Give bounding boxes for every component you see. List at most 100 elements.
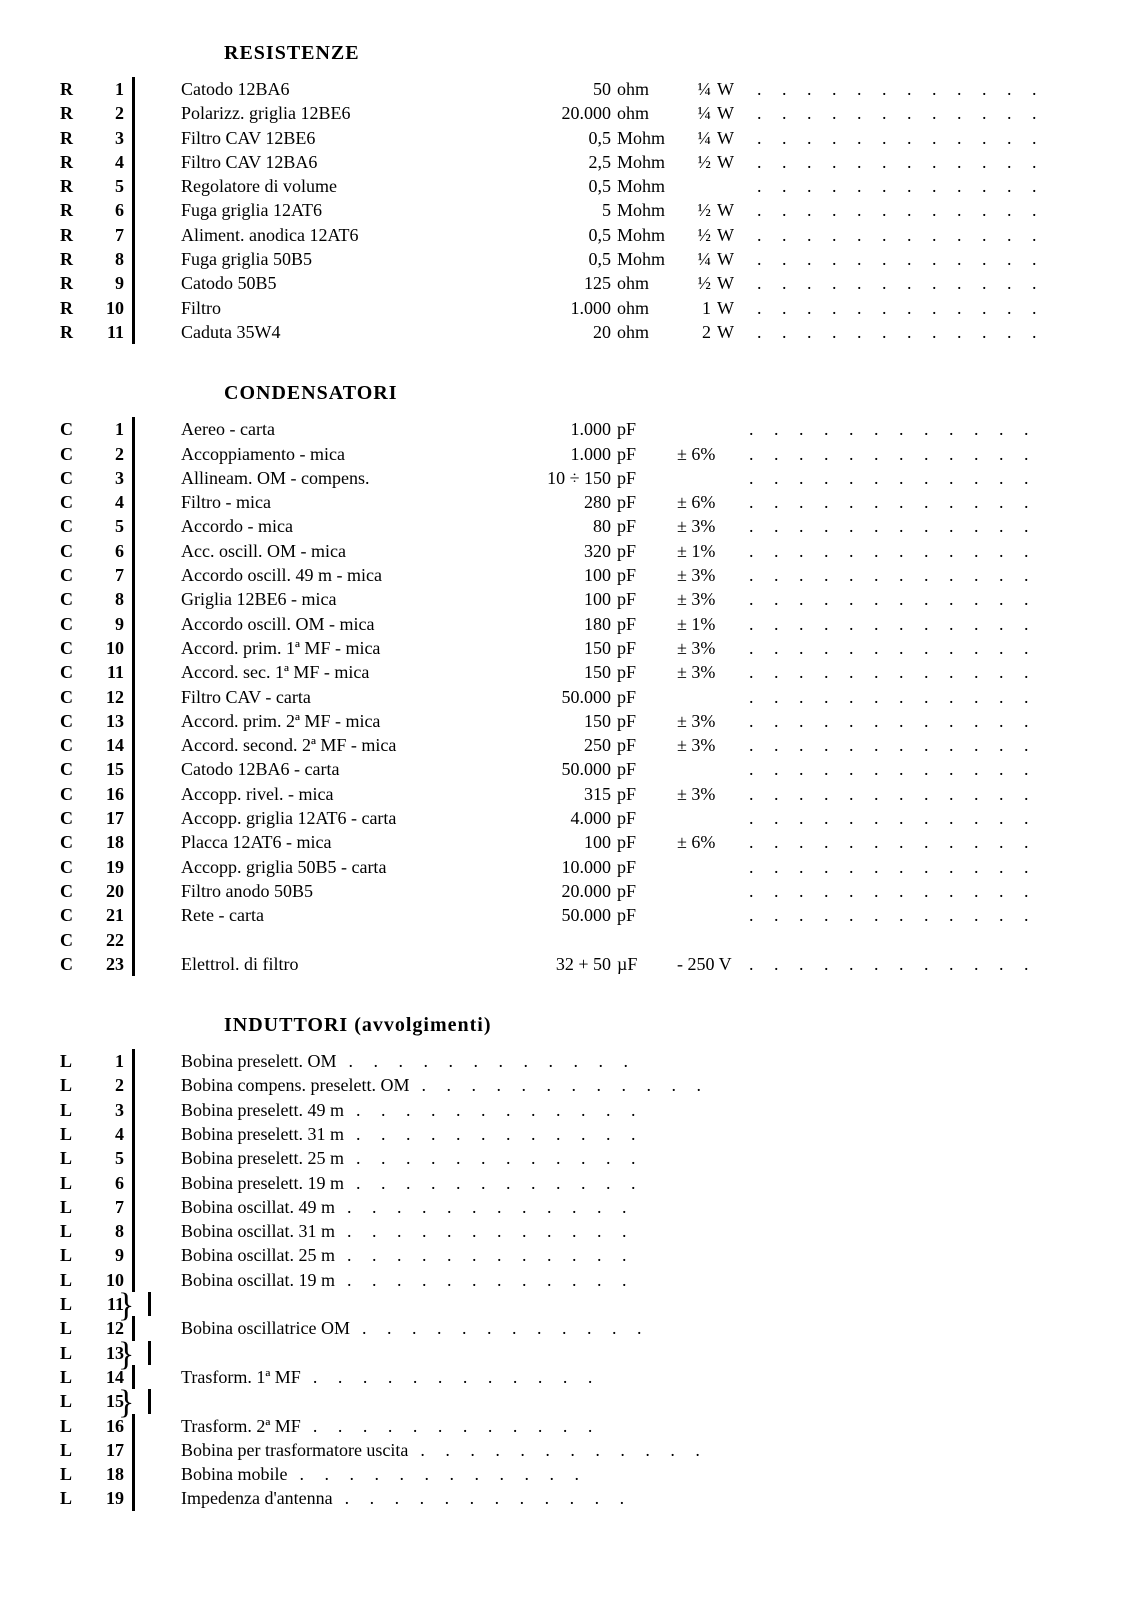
ref-num: 19 xyxy=(94,855,132,879)
table-row: R4Filtro CAV 12BA62,5Mohm½W. . . . . . .… xyxy=(60,150,1071,174)
table-row: C21Rete - carta50.000pF. . . . . . . . .… xyxy=(60,903,1071,927)
unit: pF xyxy=(611,539,677,563)
ref: R xyxy=(60,101,94,125)
divider xyxy=(132,514,135,538)
description: Trasform. 2ª MF xyxy=(181,1414,301,1438)
power-unit: W xyxy=(717,126,745,150)
divider xyxy=(132,879,135,903)
table-row: C8Griglia 12BE6 - mica100pF± 3%. . . . .… xyxy=(60,587,1071,611)
table-row: L14Trasform. 1ª MF. . . . . . . . . . . … xyxy=(60,1365,1071,1389)
divider xyxy=(132,636,135,660)
ref: C xyxy=(60,636,94,660)
unit: Mohm xyxy=(611,150,677,174)
resistenze-rows: R1Catodo 12BA650ohm¼W. . . . . . . . . .… xyxy=(60,77,1071,344)
ref-num: 17 xyxy=(94,806,132,830)
value: 180 xyxy=(521,612,611,636)
table-row: L16Trasform. 2ª MF. . . . . . . . . . . … xyxy=(60,1414,1071,1438)
ref: L xyxy=(60,1316,94,1340)
unit: pF xyxy=(611,563,677,587)
ref-num: 18 xyxy=(94,1462,132,1486)
divider xyxy=(132,1438,135,1462)
ref-num: 13 xyxy=(94,709,132,733)
unit: pF xyxy=(611,782,677,806)
table-row: C11Accord. sec. 1ª MF - mica150pF± 3%. .… xyxy=(60,660,1071,684)
ref: C xyxy=(60,855,94,879)
unit: pF xyxy=(611,709,677,733)
divider xyxy=(132,1073,135,1097)
divider xyxy=(132,320,135,344)
ref-num: 7 xyxy=(94,563,132,587)
ref: L xyxy=(60,1365,94,1389)
ref-num: 18 xyxy=(94,830,132,854)
table-row: C1Aereo - carta1.000pF. . . . . . . . . … xyxy=(60,417,1071,441)
ref-num: 20 xyxy=(94,879,132,903)
unit: pF xyxy=(611,417,677,441)
value: 80 xyxy=(521,514,611,538)
divider xyxy=(132,855,135,879)
divider xyxy=(132,709,135,733)
ref: L xyxy=(60,1146,94,1170)
dot-leader: . . . . . . . . . . . . xyxy=(745,296,1071,320)
description: Catodo 12BA6 - carta xyxy=(181,757,521,781)
ref: C xyxy=(60,563,94,587)
value: 150 xyxy=(521,709,611,733)
divider xyxy=(132,1122,135,1146)
ref: L xyxy=(60,1195,94,1219)
ref: R xyxy=(60,320,94,344)
tolerance: - 250 V xyxy=(677,952,737,976)
section-induttori: INDUTTORI (avvolgimenti) L1Bobina presel… xyxy=(60,1012,1071,1511)
ref-num: 7 xyxy=(94,1195,132,1219)
dot-leader: . . . . . . . . . . . . xyxy=(336,1049,1071,1073)
dot-leader: . . . . . . . . . . . . xyxy=(737,563,1071,587)
dot-leader: . . . . . . . . . . . . xyxy=(737,612,1071,636)
power: ½ xyxy=(677,223,717,247)
ref-num: 21 xyxy=(94,903,132,927)
ref: C xyxy=(60,928,94,952)
dot-leader: . . . . . . . . . . . . xyxy=(737,709,1071,733)
dot-leader: . . . . . . . . . . . . xyxy=(333,1486,1071,1510)
ref: R xyxy=(60,126,94,150)
description: Regolatore di volume xyxy=(181,174,521,198)
ref-num: 1 xyxy=(94,1049,132,1073)
unit: ohm xyxy=(611,77,677,101)
table-row: L3Bobina preselett. 49 m. . . . . . . . … xyxy=(60,1098,1071,1122)
description: Accoppiamento - mica xyxy=(181,442,521,466)
table-row: R6Fuga griglia 12AT65Mohm½W. . . . . . .… xyxy=(60,198,1071,222)
ref: C xyxy=(60,733,94,757)
divider xyxy=(132,539,135,563)
dot-leader: . . . . . . . . . . . . xyxy=(745,174,1071,198)
power-unit: W xyxy=(717,150,745,174)
description: Accordo oscill. OM - mica xyxy=(181,612,521,636)
dot-leader: . . . . . . . . . . . . xyxy=(737,490,1071,514)
value: 50.000 xyxy=(521,903,611,927)
ref: C xyxy=(60,612,94,636)
ref-num: 10 xyxy=(94,636,132,660)
description: Bobina oscillat. 19 m xyxy=(181,1268,335,1292)
table-row: R3Filtro CAV 12BE60,5Mohm¼W. . . . . . .… xyxy=(60,126,1071,150)
tolerance: ± 1% xyxy=(677,612,737,636)
description: Filtro CAV 12BA6 xyxy=(181,150,521,174)
table-row: L4Bobina preselett. 31 m. . . . . . . . … xyxy=(60,1122,1071,1146)
divider xyxy=(148,1389,151,1413)
table-row: R8Fuga griglia 50B50,5Mohm¼W. . . . . . … xyxy=(60,247,1071,271)
ref-num: 8 xyxy=(94,1219,132,1243)
ref: C xyxy=(60,442,94,466)
unit: pF xyxy=(611,830,677,854)
table-row: C20Filtro anodo 50B520.000pF. . . . . . … xyxy=(60,879,1071,903)
ref: R xyxy=(60,247,94,271)
description: Fuga griglia 50B5 xyxy=(181,247,521,271)
ref: L xyxy=(60,1098,94,1122)
value: 280 xyxy=(521,490,611,514)
ref-num: 8 xyxy=(94,587,132,611)
section-title: RESISTENZE xyxy=(224,40,1071,67)
divider xyxy=(132,782,135,806)
divider xyxy=(132,247,135,271)
description: Griglia 12BE6 - mica xyxy=(181,587,521,611)
dot-leader: . . . . . . . . . . . . xyxy=(737,685,1071,709)
value: 10.000 xyxy=(521,855,611,879)
power-unit: W xyxy=(717,77,745,101)
section-resistenze: RESISTENZE R1Catodo 12BA650ohm¼W. . . . … xyxy=(60,40,1071,344)
description: Accopp. griglia 50B5 - carta xyxy=(181,855,521,879)
value: 100 xyxy=(521,587,611,611)
dot-leader: . . . . . . . . . . . . xyxy=(737,417,1071,441)
